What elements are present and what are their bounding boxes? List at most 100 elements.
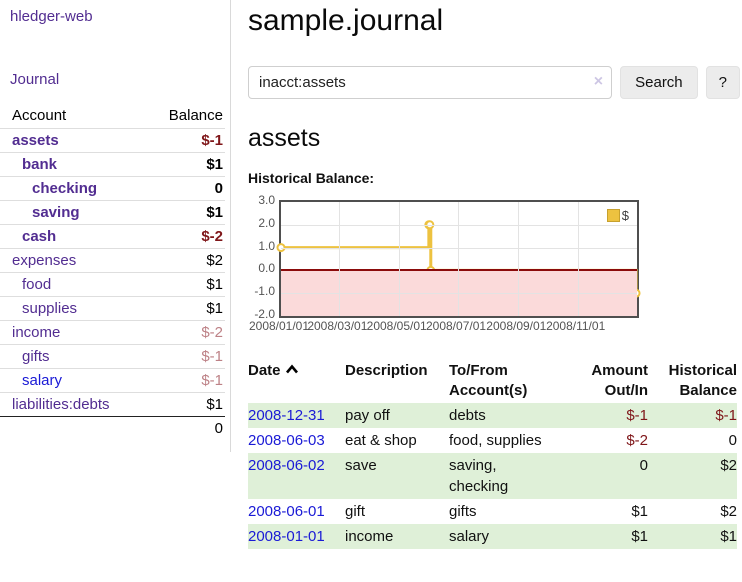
account-balance: $1 bbox=[138, 152, 225, 177]
account-link-saving[interactable]: saving bbox=[32, 204, 80, 221]
account-balance: $1 bbox=[138, 392, 225, 417]
account-link-bank[interactable]: bank bbox=[22, 156, 58, 173]
accounts-total: 0 bbox=[138, 416, 225, 440]
transaction-amount: $-2 bbox=[626, 432, 648, 449]
chart-title: Historical Balance: bbox=[248, 170, 375, 186]
account-balance: $-2 bbox=[138, 320, 225, 345]
transaction-description: income bbox=[345, 528, 394, 545]
search-button[interactable]: Search bbox=[620, 66, 698, 99]
transaction-accounts: saving, checking bbox=[449, 457, 509, 495]
accounts-table: Account Balance assets $-1 bank $1 check… bbox=[0, 103, 225, 440]
account-balance: $2 bbox=[138, 248, 225, 273]
account-row: liabilities:debts $1 bbox=[0, 392, 225, 417]
chart-plot: $ bbox=[276, 200, 641, 318]
transaction-balance: $1 bbox=[720, 528, 737, 545]
register-header-description: Description bbox=[345, 362, 428, 379]
register-header-row: Date Description To/From Account(s) Amou… bbox=[248, 359, 737, 403]
account-link-gifts[interactable]: gifts bbox=[22, 348, 50, 365]
transaction-date-link[interactable]: 2008-06-02 bbox=[248, 457, 325, 474]
register-header-balance: Historical Balance bbox=[668, 362, 737, 399]
sidebar-item-journal[interactable]: Journal bbox=[10, 71, 60, 88]
transaction-balance: $2 bbox=[720, 503, 737, 520]
account-balance: $1 bbox=[138, 272, 225, 297]
y-axis-tick-label: 0.0 bbox=[258, 261, 275, 276]
sort-ascending-icon bbox=[285, 361, 299, 381]
account-row: assets $-1 bbox=[0, 128, 225, 153]
sidebar: hledger-web Journal Account Balance asse… bbox=[0, 0, 231, 452]
transaction-balance: $2 bbox=[720, 457, 737, 474]
account-balance: $1 bbox=[138, 296, 225, 321]
accounts-header-account: Account bbox=[12, 107, 67, 124]
x-axis-tick-label: 2008/11/01 bbox=[546, 319, 606, 333]
account-link-checking[interactable]: checking bbox=[32, 180, 98, 197]
y-axis-tick-label: -1.0 bbox=[254, 284, 275, 299]
account-row: income $-2 bbox=[0, 320, 225, 345]
x-axis-tick-label: 2008/09/01 bbox=[486, 319, 547, 333]
account-link-liabilities-debts[interactable]: liabilities:debts bbox=[12, 396, 110, 413]
account-balance: $1 bbox=[138, 200, 225, 225]
x-axis-tick-label: 2008/03/01 bbox=[307, 319, 368, 333]
help-button[interactable]: ? bbox=[705, 66, 740, 99]
accounts-total-row: 0 bbox=[0, 416, 225, 440]
register-header-date[interactable]: Date bbox=[248, 359, 345, 403]
account-link-expenses[interactable]: expenses bbox=[12, 252, 77, 269]
account-row: checking 0 bbox=[0, 176, 225, 201]
transaction-accounts: salary bbox=[449, 528, 490, 545]
account-balance: $-1 bbox=[138, 128, 225, 153]
account-balance: $-2 bbox=[138, 224, 225, 249]
transaction-amount: $1 bbox=[631, 528, 648, 545]
register-row: 2008-06-03 eat & shop food, supplies $-2… bbox=[248, 428, 737, 453]
transaction-description: gift bbox=[345, 503, 366, 520]
account-row: expenses $2 bbox=[0, 248, 225, 273]
register-row: 2008-06-01 gift gifts $1 $2 bbox=[248, 499, 737, 524]
account-heading: assets bbox=[248, 124, 321, 152]
transaction-date-link[interactable]: 2008-01-01 bbox=[248, 528, 325, 545]
register-row: 2008-06-02 save saving, checking 0 $2 bbox=[248, 453, 737, 499]
y-axis-tick-label: 1.0 bbox=[258, 238, 275, 253]
transaction-amount: $1 bbox=[631, 503, 648, 520]
account-row: supplies $1 bbox=[0, 296, 225, 321]
account-row: cash $-2 bbox=[0, 224, 225, 249]
main-content: sample.journal × Search ? assets Histori… bbox=[248, 0, 740, 549]
x-axis-tick-label: 2008/07/01 bbox=[425, 319, 487, 333]
transaction-description: save bbox=[345, 457, 377, 474]
register-row: 2008-01-01 income salary $1 $1 bbox=[248, 524, 737, 549]
y-axis-tick-label: 2.0 bbox=[258, 215, 275, 230]
register-header-accounts: To/From Account(s) bbox=[449, 362, 528, 399]
register-header-amount: Amount Out/In bbox=[591, 362, 648, 399]
account-link-food[interactable]: food bbox=[22, 276, 52, 293]
account-balance: 0 bbox=[138, 176, 225, 201]
account-balance: $-1 bbox=[138, 368, 225, 393]
clear-search-icon[interactable]: × bbox=[593, 73, 604, 90]
account-link-assets[interactable]: assets bbox=[12, 132, 59, 149]
y-axis-tick-label: 3.0 bbox=[258, 193, 275, 207]
app-title-link[interactable]: hledger-web bbox=[10, 8, 93, 25]
transaction-amount: $-1 bbox=[626, 407, 648, 424]
page-title: sample.journal bbox=[248, 4, 444, 37]
transaction-date-link[interactable]: 2008-06-03 bbox=[248, 432, 325, 449]
transaction-date-link[interactable]: 2008-06-01 bbox=[248, 503, 325, 520]
transaction-description: eat & shop bbox=[345, 432, 417, 449]
transaction-amount: 0 bbox=[639, 457, 648, 474]
transaction-date-link[interactable]: 2008-12-31 bbox=[248, 407, 325, 424]
account-link-cash[interactable]: cash bbox=[22, 228, 57, 245]
legend-label: $ bbox=[621, 208, 629, 223]
account-link-income[interactable]: income bbox=[12, 324, 61, 341]
account-link-salary[interactable]: salary bbox=[22, 372, 63, 389]
date-header-label: Date bbox=[248, 362, 281, 379]
x-axis-tick-label: 2008/05/01 bbox=[366, 319, 427, 333]
account-row: gifts $-1 bbox=[0, 344, 225, 369]
account-link-supplies[interactable]: supplies bbox=[22, 300, 78, 317]
chart-legend: $ bbox=[604, 207, 631, 224]
account-row: food $1 bbox=[0, 272, 225, 297]
transaction-balance: $-1 bbox=[715, 407, 737, 424]
register-row: 2008-12-31 pay off debts $-1 $-1 bbox=[248, 403, 737, 428]
transaction-description: pay off bbox=[345, 407, 390, 424]
account-balance: $-1 bbox=[138, 344, 225, 369]
account-row: salary $-1 bbox=[0, 368, 225, 393]
account-row: bank $1 bbox=[0, 152, 225, 177]
search-input[interactable] bbox=[248, 66, 613, 99]
legend-swatch-icon bbox=[606, 209, 620, 222]
search-form: × Search ? bbox=[248, 66, 740, 99]
transaction-balance: 0 bbox=[728, 432, 737, 449]
